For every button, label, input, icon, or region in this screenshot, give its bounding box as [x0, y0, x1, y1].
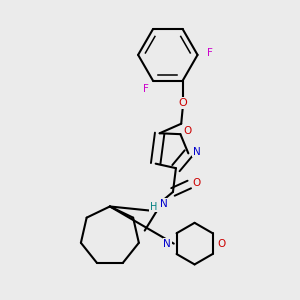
Text: O: O [193, 178, 201, 188]
Text: H: H [150, 202, 157, 212]
Text: N: N [160, 199, 168, 209]
Text: F: F [207, 48, 213, 59]
Text: F: F [142, 84, 148, 94]
Text: N: N [193, 147, 200, 157]
Text: N: N [164, 238, 171, 249]
Text: O: O [178, 98, 187, 108]
Text: O: O [218, 238, 226, 249]
Text: O: O [184, 126, 192, 136]
